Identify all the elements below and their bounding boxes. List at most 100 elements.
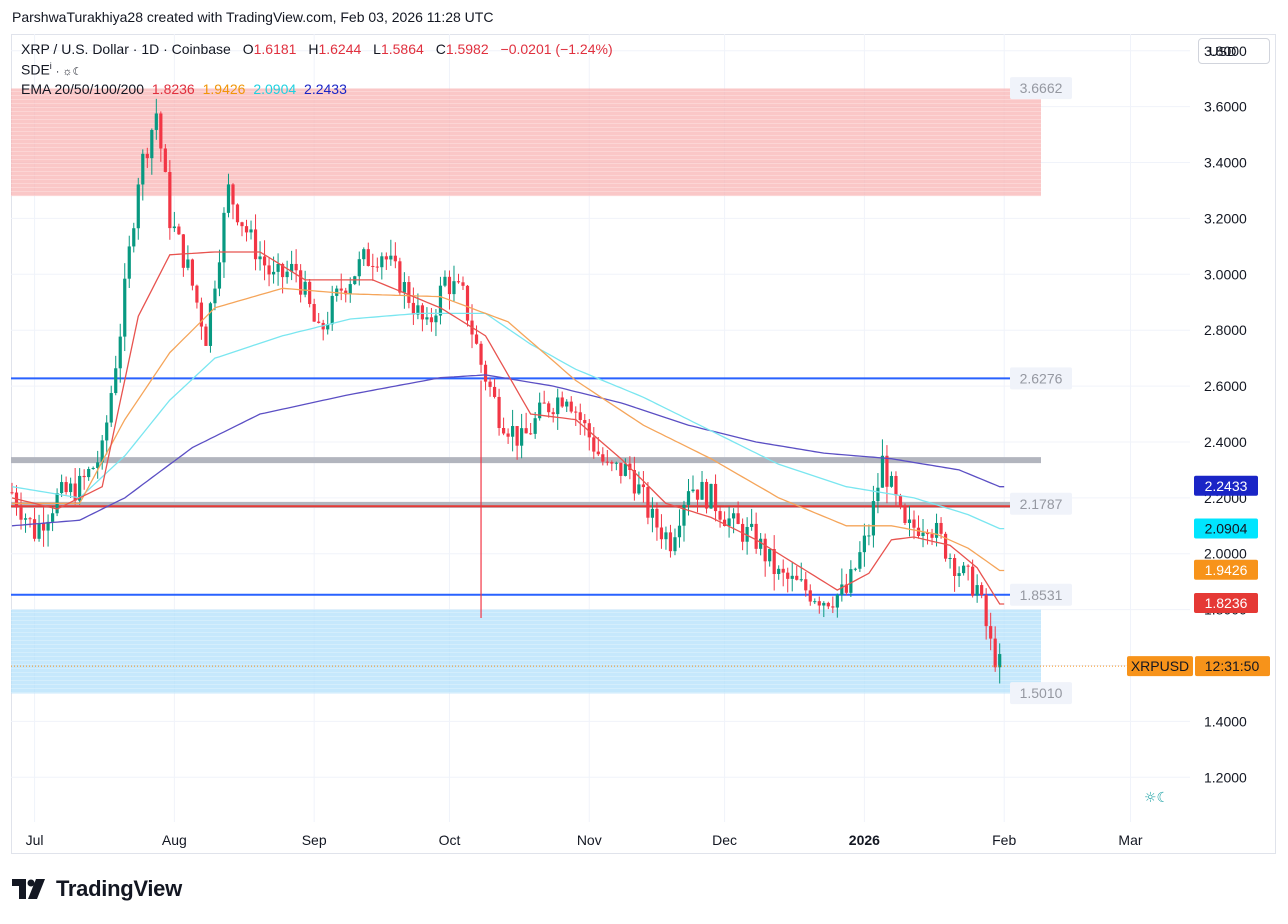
candle-body — [407, 282, 411, 303]
y-tick-label-0: 3.8000 — [1204, 43, 1247, 59]
high-label: H — [308, 41, 319, 57]
indicator-name: SDE — [21, 61, 50, 78]
legend-row-ema[interactable]: EMA 20/50/100/200 1.8236 1.9426 2.0904 2… — [21, 81, 351, 97]
candle-body — [916, 527, 921, 536]
candle-body — [533, 418, 537, 434]
symbol-tag-bg — [1127, 656, 1193, 677]
chart-panel[interactable] — [11, 34, 1276, 854]
candle-body — [380, 256, 384, 268]
candle-body — [664, 532, 668, 540]
candle-body — [641, 484, 645, 488]
support-zone — [11, 609, 1041, 694]
candle-body — [132, 228, 136, 247]
candle-body — [840, 584, 844, 595]
candle-body — [249, 229, 253, 233]
candle-body — [294, 263, 298, 271]
candle-body — [736, 513, 740, 524]
indicator-theme-icon[interactable]: · ☼☾ — [55, 65, 83, 78]
candle-body — [389, 255, 393, 260]
candle-body — [222, 212, 226, 263]
candle-body — [574, 411, 578, 413]
candle-body — [790, 575, 794, 579]
candle-body — [831, 606, 835, 608]
candle-body — [456, 281, 461, 283]
candle-body — [619, 462, 623, 476]
candle-body — [366, 249, 370, 266]
candle-body — [804, 579, 808, 591]
x-tick-label-1: Aug — [162, 832, 187, 848]
tag-2-6276-bg — [1010, 367, 1072, 390]
y-tick-label-5: 2.8000 — [1204, 322, 1247, 338]
candle-body — [957, 573, 961, 577]
candle-body — [966, 565, 970, 567]
candle-body — [235, 204, 240, 223]
ema50-line — [12, 287, 1005, 572]
y-tick-label-6: 2.6000 — [1204, 378, 1247, 394]
candle-body — [60, 482, 64, 494]
candle-body — [547, 403, 551, 413]
candle-body — [172, 226, 176, 229]
tag-3-6662-bg — [1010, 77, 1072, 100]
candle-body — [759, 538, 763, 549]
candle-body — [199, 302, 204, 327]
candle-body — [984, 595, 988, 627]
y-tick-label-4: 3.0000 — [1204, 266, 1247, 282]
tag-1-8531-bg — [1010, 583, 1072, 606]
symbol-tag: XRPUSD — [1131, 658, 1189, 674]
candle-body — [515, 426, 519, 446]
candle-body — [772, 548, 776, 575]
info-icon[interactable]: i — [49, 61, 52, 71]
change-value: −0.0201 (−1.24%) — [500, 41, 613, 57]
currency-button[interactable]: USD — [1198, 38, 1270, 64]
candle-body — [127, 246, 131, 279]
x-tick-label-6: 2026 — [849, 832, 880, 848]
candle-body — [826, 602, 830, 607]
candle-body — [429, 317, 434, 323]
candle-body — [357, 259, 361, 277]
candle-body — [73, 483, 77, 501]
tag-2-1787: 2.1787 — [1020, 496, 1063, 512]
candle-body — [750, 523, 754, 527]
symbol-title[interactable]: XRP / U.S. Dollar · 1D · Coinbase — [21, 41, 231, 57]
candle-body — [524, 428, 528, 434]
tag-3-6662: 3.6662 — [1020, 80, 1063, 96]
candle-body — [682, 504, 686, 526]
countdown-tag-bg — [1195, 656, 1270, 677]
theme-toggle-icon[interactable]: ☼☾ — [1144, 790, 1169, 806]
candle-body — [565, 401, 569, 407]
candle-body — [596, 451, 600, 455]
candle-body — [177, 226, 181, 235]
candle-body — [808, 590, 812, 602]
candle-body — [948, 557, 952, 559]
candle-body — [100, 440, 104, 463]
candle-body — [141, 153, 145, 185]
legend-row-indicator[interactable]: SDEi · ☼☾ — [21, 61, 86, 78]
candle-body — [344, 290, 348, 295]
candle-body — [136, 184, 140, 229]
candle-body — [655, 508, 659, 528]
ema100-line — [11, 312, 1005, 530]
high-value: 1.6244 — [318, 41, 362, 57]
candle-body — [384, 256, 388, 260]
low-value: 1.5864 — [380, 41, 424, 57]
tradingview-logo-icon — [12, 879, 45, 899]
ema20-tag-bg — [1194, 593, 1258, 614]
candle-body — [28, 518, 32, 520]
candle-body — [971, 566, 975, 596]
candle-body — [154, 113, 158, 130]
candle-body — [511, 426, 515, 437]
candle-body — [713, 483, 718, 512]
candle-body — [308, 281, 312, 305]
candle-body — [91, 467, 95, 469]
candle-body — [501, 427, 506, 434]
candle-body — [19, 507, 23, 520]
candle-body — [244, 226, 249, 233]
candle-body — [479, 343, 483, 365]
candle-body — [858, 552, 862, 569]
candle-body — [497, 396, 501, 428]
tag-1-5010-bg — [1010, 682, 1072, 705]
candle-body — [763, 538, 767, 562]
candle-body — [420, 305, 425, 320]
tradingview-logo[interactable]: TradingView — [12, 876, 182, 902]
